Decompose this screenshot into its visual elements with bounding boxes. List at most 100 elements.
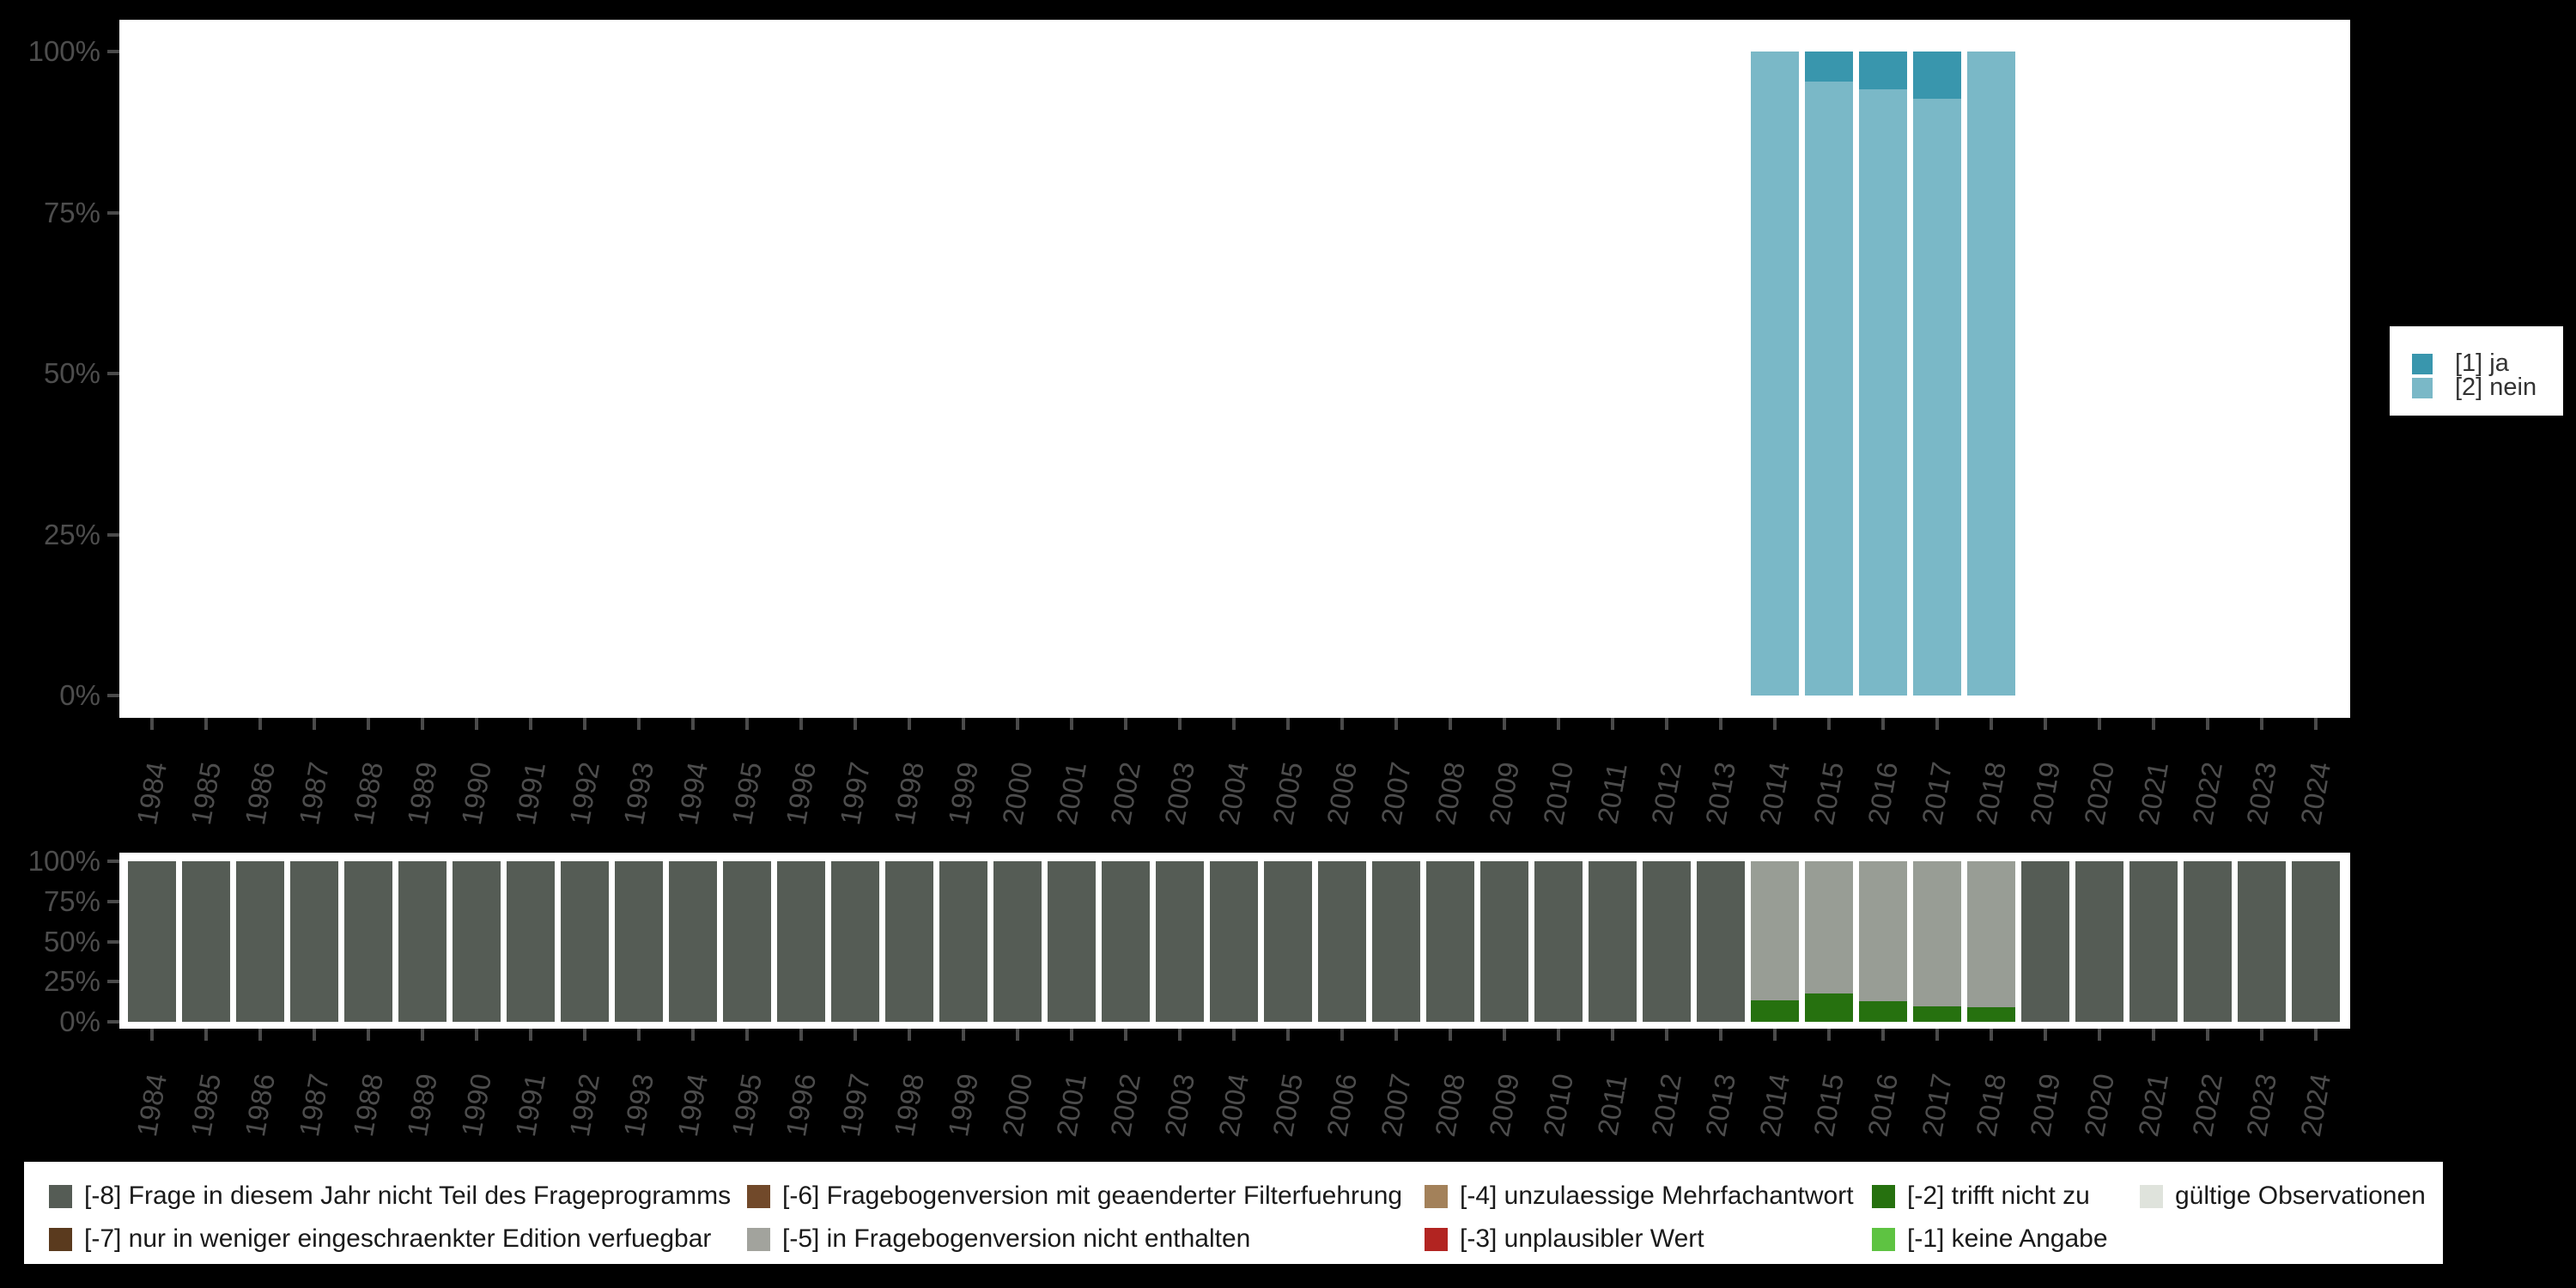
bar-2022-segment--8: [2184, 861, 2232, 1022]
x-tick-label-2022: 2022: [2185, 1071, 2229, 1139]
x-tick-label-2002: 2002: [1103, 1071, 1147, 1139]
x-tick: [1124, 718, 1127, 730]
bar-2013-segment--8: [1697, 861, 1745, 1022]
bottom-legend-item--6: [-6] Fragebogenversion mit geaenderter F…: [747, 1182, 1402, 1211]
legend-swatch--8: [49, 1184, 72, 1208]
y-tick: [107, 694, 119, 697]
x-tick-label-2024: 2024: [2293, 759, 2337, 828]
bar-2016-segment--5: [1859, 861, 1907, 1002]
x-tick-label-2018: 2018: [1969, 1071, 2013, 1139]
y-tick-label-50: 50%: [43, 357, 100, 389]
x-tick-label-2016: 2016: [1861, 759, 1905, 828]
x-tick-label-1995: 1995: [725, 1071, 769, 1139]
x-tick-label-1988: 1988: [346, 1071, 390, 1139]
x-tick-label-2021: 2021: [2131, 1071, 2175, 1139]
x-tick: [583, 718, 586, 730]
legend-swatch-2: [2412, 377, 2433, 398]
bottom-legend-item--5: [-5] in Fragebogenversion nicht enthalte…: [747, 1224, 1250, 1254]
bar-1993-segment--8: [615, 861, 663, 1022]
x-tick-label-1993: 1993: [617, 1071, 660, 1139]
bar-2011-segment--8: [1589, 861, 1637, 1022]
x-tick-label-1996: 1996: [779, 759, 823, 828]
legend-label-2: [2] nein: [2455, 374, 2537, 401]
x-tick-label-2017: 2017: [1915, 1071, 1959, 1139]
bar-2018-segment--2: [1967, 1006, 2015, 1022]
y-tick-label-75: 75%: [43, 196, 100, 228]
x-tick: [854, 718, 857, 730]
legend-label--8: [-8] Frage in diesem Jahr nicht Teil des…: [84, 1182, 732, 1210]
x-tick: [1340, 718, 1344, 730]
x-tick-label-2003: 2003: [1157, 759, 1201, 828]
x-tick-label-2000: 2000: [995, 759, 1039, 828]
x-tick-label-1997: 1997: [833, 1071, 877, 1139]
x-tick: [258, 718, 262, 730]
bar-2002-segment--8: [1102, 861, 1150, 1022]
x-tick-label-2022: 2022: [2185, 759, 2229, 828]
x-tick-label-1999: 1999: [941, 1071, 985, 1139]
x-tick-label-2015: 2015: [1807, 1071, 1850, 1139]
bar-2018-segment-2: [1967, 52, 2015, 696]
x-tick-label-2002: 2002: [1103, 759, 1147, 828]
y-tick: [107, 939, 119, 944]
x-tick: [1665, 1029, 1668, 1041]
x-tick-label-1997: 1997: [833, 759, 877, 828]
x-tick: [1449, 718, 1452, 730]
x-tick-label-2005: 2005: [1266, 759, 1309, 828]
legend-swatch-1: [2412, 353, 2433, 374]
bar-2001-segment--8: [1048, 861, 1096, 1022]
right-legend-item-2: [2] nein: [2412, 374, 2537, 402]
bar-2023-segment--8: [2238, 861, 2286, 1022]
x-tick: [2206, 1029, 2209, 1041]
x-tick-label-2006: 2006: [1320, 1071, 1364, 1139]
x-tick: [691, 1029, 695, 1041]
bar-1990-segment--8: [453, 861, 501, 1022]
x-tick-label-2007: 2007: [1374, 759, 1418, 828]
x-tick-label-2012: 2012: [1644, 1071, 1688, 1139]
x-tick: [204, 1029, 208, 1041]
bar-1994-segment--8: [669, 861, 717, 1022]
y-tick-label-75: 75%: [43, 884, 100, 917]
legend-swatch--5: [747, 1227, 770, 1251]
right-legend: [1] ja [2] nein: [2390, 326, 2563, 416]
bar-2016-segment-1: [1859, 52, 1907, 89]
y-tick: [107, 860, 119, 863]
x-tick-label-2000: 2000: [995, 1071, 1039, 1139]
x-tick: [1394, 718, 1398, 730]
x-tick-label-1984: 1984: [130, 759, 173, 828]
bar-1989-segment--8: [398, 861, 447, 1022]
bar-2015-segment-1: [1805, 52, 1853, 82]
y-tick: [107, 532, 119, 537]
y-tick: [107, 372, 119, 375]
x-tick: [1394, 1029, 1398, 1041]
bar-2014-segment-2: [1751, 52, 1799, 696]
x-tick: [2314, 1029, 2318, 1041]
x-tick: [1124, 1029, 1127, 1041]
x-tick: [854, 1029, 857, 1041]
x-tick: [1232, 1029, 1236, 1041]
x-tick: [2206, 718, 2209, 730]
bar-2020-segment--8: [2075, 861, 2123, 1022]
bottom-legend-item--8: [-8] Frage in diesem Jahr nicht Teil des…: [49, 1182, 731, 1211]
x-tick: [1178, 718, 1182, 730]
x-tick: [1719, 1029, 1722, 1041]
x-tick-label-1995: 1995: [725, 759, 769, 828]
x-tick: [2260, 718, 2263, 730]
x-tick: [1827, 718, 1831, 730]
x-tick-label-2008: 2008: [1428, 759, 1472, 828]
x-tick: [1935, 1029, 1939, 1041]
x-tick-label-2023: 2023: [2239, 1071, 2283, 1139]
x-tick-label-2004: 2004: [1212, 759, 1255, 828]
x-tick: [2152, 1029, 2155, 1041]
bar-2003-segment--8: [1156, 861, 1204, 1022]
x-tick-label-1988: 1988: [346, 759, 390, 828]
bottom-legend-item--3: [-3] unplausibler Wert: [1425, 1224, 1704, 1254]
bar-1999-segment--8: [939, 861, 987, 1022]
x-tick-label-1989: 1989: [400, 1071, 444, 1139]
x-tick: [1449, 1029, 1452, 1041]
x-tick-label-2006: 2006: [1320, 759, 1364, 828]
bottom-legend-item--7: [-7] nur in weniger eingeschraenkter Edi…: [49, 1224, 711, 1254]
x-tick: [962, 718, 965, 730]
x-tick-label-2011: 2011: [1591, 1072, 1633, 1139]
y-tick-label-100: 100%: [27, 35, 100, 67]
x-tick: [1881, 1029, 1885, 1041]
